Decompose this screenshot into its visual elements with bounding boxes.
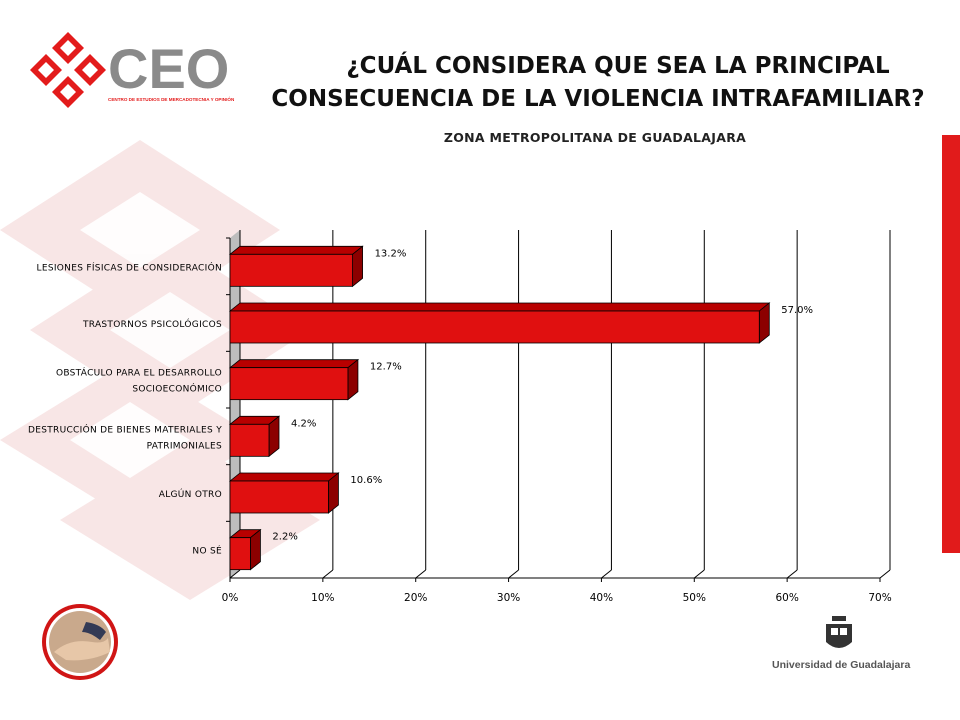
data-label: 4.2% bbox=[291, 418, 316, 429]
data-label: 2.2% bbox=[272, 532, 297, 543]
x-tick-label: 20% bbox=[404, 592, 427, 604]
bar-top bbox=[228, 302, 771, 312]
gridline-floor bbox=[322, 569, 334, 579]
x-tick-label: 0% bbox=[222, 592, 239, 604]
bar-front bbox=[229, 367, 349, 401]
x-tick-label: 10% bbox=[311, 592, 334, 604]
bar-front bbox=[229, 253, 353, 287]
bar-chart: 0% 10% 20% 30% 40% 50% 60% 70% 13.2% LESIONES FÍS… bbox=[28, 230, 892, 604]
gridline-floor bbox=[693, 569, 705, 579]
category-label: NO SÉ bbox=[192, 545, 222, 557]
page-subtitle: ZONA METROPOLITANA DE GUADALAJARA bbox=[443, 130, 747, 145]
category-label: PATRIMONIALES bbox=[147, 441, 222, 451]
category-label: OBSTÁCULO PARA EL DESARROLLO bbox=[56, 367, 222, 379]
gridline-floor bbox=[229, 569, 241, 579]
gridline-floor bbox=[415, 569, 427, 579]
title-line-2: CONSECUENCIA DE LA VIOLENCIA INTRAFAMILI… bbox=[271, 86, 925, 112]
bar-2 bbox=[228, 302, 771, 344]
data-label: 10.6% bbox=[350, 475, 382, 486]
accent-side-bar bbox=[942, 135, 960, 553]
ceo-logo: CEO CENTRO DE ESTUDIOS DE MERCADOTECNIA … bbox=[30, 32, 235, 108]
x-tick-label: 70% bbox=[868, 592, 891, 604]
data-label: 57.0% bbox=[781, 305, 813, 316]
bar-top bbox=[228, 245, 364, 255]
bar-6 bbox=[228, 528, 262, 571]
university-label: Universidad de Guadalajara bbox=[772, 659, 911, 671]
category-label: TRASTORNOS PSICOLÓGICOS bbox=[82, 318, 222, 330]
gridline-floor bbox=[786, 569, 798, 579]
data-label: 13.2% bbox=[375, 248, 407, 259]
x-tick-label: 60% bbox=[775, 592, 798, 604]
ceo-logo-tagline: CENTRO DE ESTUDIOS DE MERCADOTECNIA Y OP… bbox=[108, 95, 235, 102]
bar-front bbox=[229, 423, 270, 457]
gridline-floor bbox=[508, 569, 519, 579]
bar-top bbox=[228, 359, 360, 369]
bar-1 bbox=[228, 245, 364, 288]
bar-5 bbox=[228, 472, 340, 514]
category-label: SOCIOECONÓMICO bbox=[132, 383, 222, 395]
x-tick-label: 40% bbox=[590, 592, 613, 604]
page-title: ¿CUÁL CONSIDERA QUE SEA LA PRINCIPAL CON… bbox=[240, 50, 956, 116]
x-tick-label: 30% bbox=[497, 592, 520, 604]
ceo-logo-text: CEO bbox=[108, 37, 229, 100]
x-tick-label: 50% bbox=[683, 592, 706, 604]
bar-3 bbox=[228, 358, 360, 401]
hands-photo bbox=[42, 604, 118, 680]
category-label: DESTRUCCIÓN DE BIENES MATERIALES Y bbox=[28, 423, 222, 435]
bar-top bbox=[228, 472, 340, 482]
title-line-1: ¿CUÁL CONSIDERA QUE SEA LA PRINCIPAL bbox=[346, 53, 890, 79]
data-label: 12.7% bbox=[370, 362, 402, 373]
gridline-floor bbox=[601, 569, 612, 579]
universidad-de-guadalajara-logo bbox=[826, 616, 852, 648]
gridline-floor bbox=[879, 569, 891, 579]
bar-front bbox=[229, 480, 329, 514]
bar-front bbox=[229, 310, 760, 344]
udg-shield-icon bbox=[826, 616, 852, 648]
category-label: ALGÚN OTRO bbox=[159, 488, 222, 500]
bar-front bbox=[229, 537, 251, 571]
category-label: LESIONES FÍSICAS DE CONSIDERACIÓN bbox=[37, 261, 222, 273]
bar-4 bbox=[228, 415, 281, 458]
